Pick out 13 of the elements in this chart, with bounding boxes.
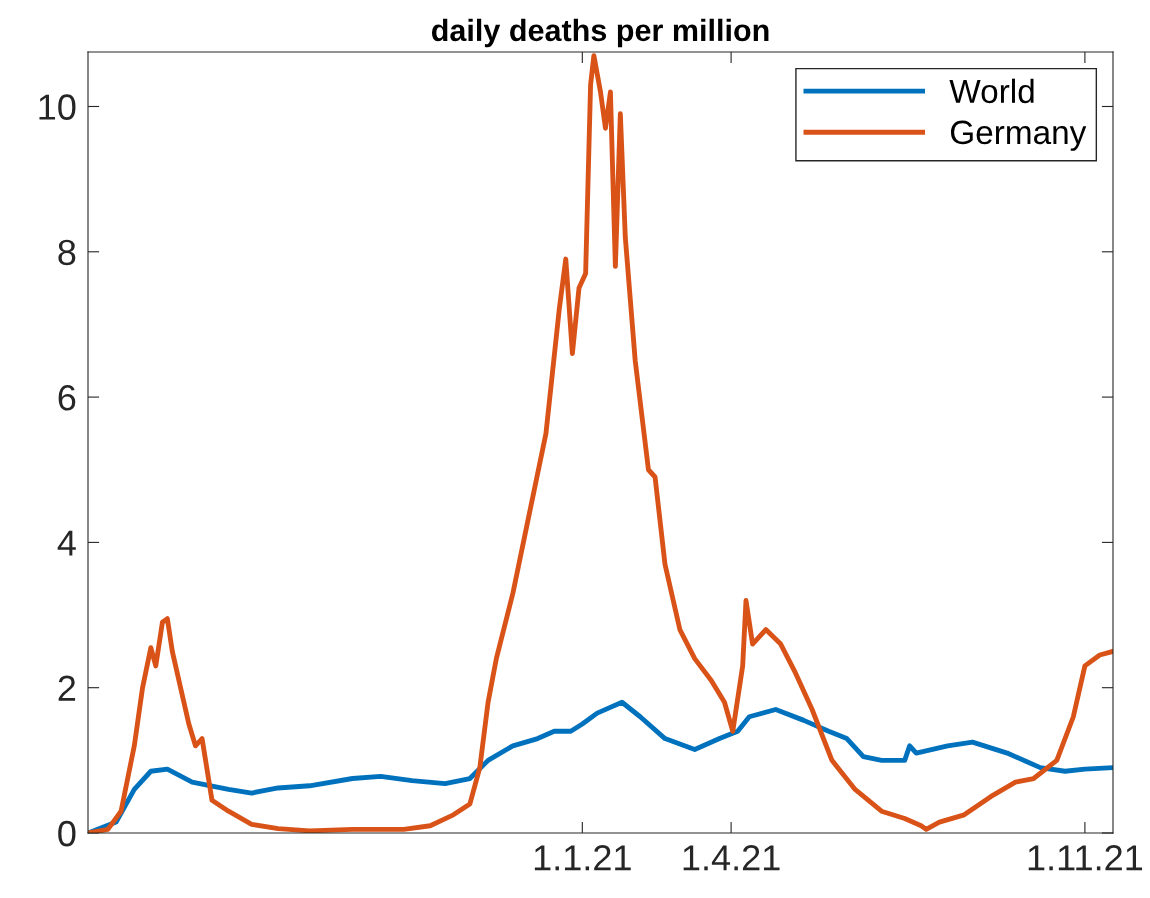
y-tick-label: 8: [58, 239, 76, 266]
x-tick-label: 1.11.21: [1028, 845, 1143, 871]
line-series: [88, 53, 1113, 833]
y-tick-label: 2: [58, 675, 76, 701]
chart-title: daily deaths per million: [431, 18, 769, 48]
y-tick-label: 6: [58, 384, 76, 411]
x-tick-label: 1.1.21: [534, 845, 631, 871]
y-tick-label: 0: [58, 820, 76, 847]
legend-label: Germany: [950, 120, 1087, 151]
legend-label: World: [949, 78, 1034, 104]
y-tick-label: 4: [57, 530, 76, 556]
x-tick-label: 1.4.21: [683, 845, 780, 871]
y-tick-label: 10: [39, 94, 76, 120]
